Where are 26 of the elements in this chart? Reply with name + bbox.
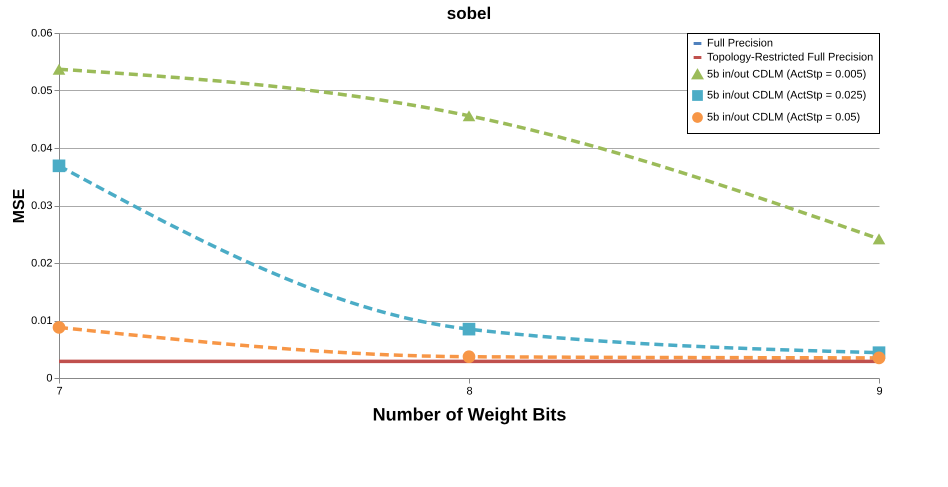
legend-label: 5b in/out CDLM (ActStp = 0.025): [707, 90, 866, 102]
legend-label: Full Precision: [707, 38, 774, 50]
point: [462, 110, 476, 122]
y-tick-label: 0.04: [31, 142, 52, 154]
point: [52, 64, 66, 75]
x-tick-label: 8: [466, 386, 473, 398]
x-tick-label: 7: [56, 386, 63, 398]
legend-label: 5b in/out CDLM (ActStp = 0.005): [707, 68, 866, 80]
legend-label: 5b in/out CDLM (ActStp = 0.05): [707, 112, 860, 124]
chart-title: sobel: [446, 4, 492, 23]
legend-label: Topology-Restricted Full Precision: [707, 52, 874, 64]
point: [462, 350, 476, 364]
x-tick-label: 9: [876, 386, 883, 398]
y-tick-label: 0: [46, 372, 52, 384]
point: [52, 160, 66, 172]
x-axis-title: Number of Weight Bits: [372, 404, 566, 424]
point: [872, 352, 886, 364]
y-tick-label: 0.02: [31, 258, 52, 270]
point: [462, 322, 476, 336]
point: [872, 233, 886, 244]
y-tick-label: 0.01: [31, 315, 52, 327]
y-axis-title: MSE: [11, 188, 28, 224]
y-tick-label: 0.05: [31, 85, 52, 97]
point: [52, 321, 66, 334]
y-tick-label: 0.03: [31, 200, 52, 212]
y-tick-label: 0.06: [31, 28, 52, 40]
